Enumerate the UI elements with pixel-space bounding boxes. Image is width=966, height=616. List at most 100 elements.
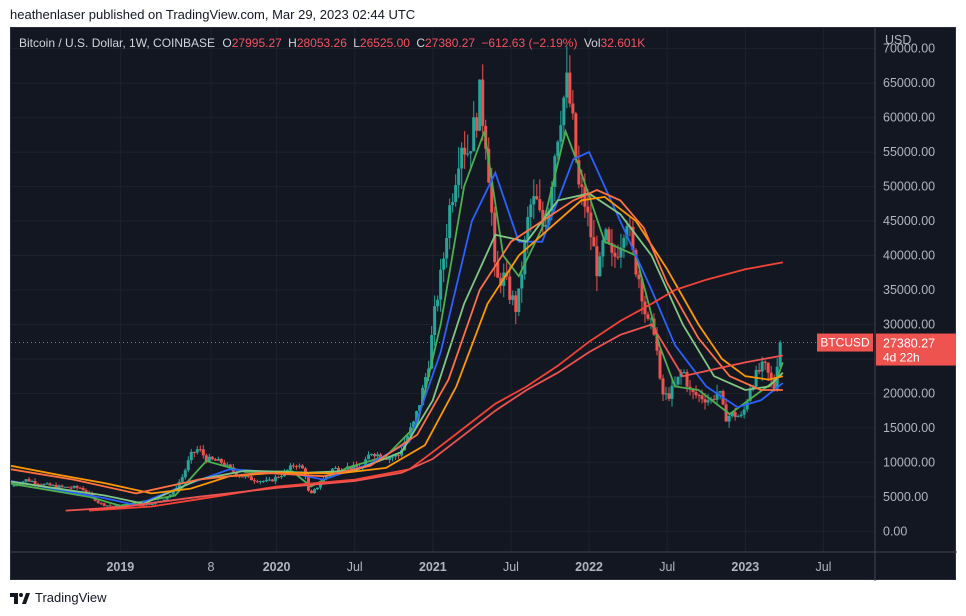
candle-body xyxy=(697,395,701,397)
candle-body xyxy=(367,454,371,460)
candle-body xyxy=(631,226,635,251)
candle-body xyxy=(162,499,166,501)
y-tick-label: 70000.00 xyxy=(883,42,935,56)
x-tick-label: Jul xyxy=(815,560,831,574)
x-tick-label: 8 xyxy=(208,560,215,574)
candle-body xyxy=(385,458,389,460)
candle-body xyxy=(75,486,79,488)
candle-body xyxy=(460,147,464,169)
candle-body xyxy=(607,229,611,243)
candle-body xyxy=(186,460,190,471)
candle-body xyxy=(42,484,46,486)
candle-body xyxy=(57,485,61,488)
x-tick-label: 2020 xyxy=(263,560,291,574)
candle-body xyxy=(439,269,443,300)
candle-body xyxy=(685,372,689,387)
candle-body xyxy=(294,466,298,468)
candle-body xyxy=(267,479,271,481)
candle-body xyxy=(264,479,268,481)
last-price-tag xyxy=(876,333,956,366)
candle-body xyxy=(54,485,58,488)
candle-body xyxy=(376,454,380,457)
candle-body xyxy=(742,409,746,415)
candle-body xyxy=(99,502,103,504)
moving-average-line-7 xyxy=(65,323,783,512)
candle-body xyxy=(661,378,665,395)
candle-body xyxy=(252,480,256,482)
y-tick-label: 20000.00 xyxy=(883,386,935,400)
candle-body xyxy=(291,465,295,467)
y-tick-label: 30000.00 xyxy=(883,317,935,331)
candle-body xyxy=(571,103,575,114)
candle-body xyxy=(33,481,37,484)
candle-body xyxy=(60,485,64,487)
moving-average-line-1 xyxy=(11,128,784,507)
candle-body xyxy=(763,361,767,363)
candle-body xyxy=(442,258,446,270)
candle-body xyxy=(337,467,341,471)
candle-body xyxy=(276,476,280,478)
price-chart[interactable]: 70000.00 65000.00 60000.00 55000.00 50000.00… xyxy=(11,28,957,581)
candle-body xyxy=(391,456,395,458)
symbol-tag-label: BTCUSD xyxy=(820,336,870,350)
candle-body xyxy=(165,497,169,500)
candle-body xyxy=(111,506,115,508)
candle-body xyxy=(637,274,641,280)
candle-body xyxy=(625,226,629,238)
chart-frame[interactable]: 70000.00 65000.00 60000.00 55000.00 50000.00… xyxy=(10,27,957,581)
tradingview-logo[interactable]: TradingView xyxy=(10,590,107,605)
candle-body xyxy=(457,168,461,186)
candle-body xyxy=(766,362,770,373)
candle-body xyxy=(601,240,605,257)
candle-body xyxy=(81,488,85,491)
candle-body xyxy=(258,481,262,483)
volume-value: 32.601K xyxy=(600,36,646,50)
candle-body xyxy=(30,481,34,483)
candle-body xyxy=(114,505,118,507)
candle-body xyxy=(748,389,752,401)
candle-body xyxy=(733,412,737,417)
candle-body xyxy=(529,204,533,218)
candle-body xyxy=(751,386,755,390)
candle-body xyxy=(36,483,40,485)
candle-body xyxy=(586,206,590,213)
candle-body xyxy=(433,306,437,336)
candle-body xyxy=(333,467,337,469)
candle-body xyxy=(171,490,175,495)
candle-body xyxy=(778,342,782,367)
candle-body xyxy=(610,242,614,253)
x-tick-label: Jul xyxy=(659,560,675,574)
candle-body xyxy=(622,237,626,248)
candle-body xyxy=(682,372,686,374)
candle-body xyxy=(45,483,49,485)
candle-body xyxy=(204,455,208,462)
candle-body xyxy=(183,470,187,478)
candle-body xyxy=(48,483,52,486)
candle-body xyxy=(508,276,512,300)
candle-body xyxy=(544,224,548,227)
candle-body xyxy=(553,156,557,187)
candle-body xyxy=(39,484,43,486)
candle-body xyxy=(412,421,416,428)
candle-body xyxy=(619,247,623,258)
candle-body xyxy=(84,490,88,493)
candle-body xyxy=(739,414,743,417)
candle-body xyxy=(634,250,638,275)
candle-body xyxy=(243,476,247,478)
candle-body xyxy=(78,487,82,489)
candle-body xyxy=(604,229,608,241)
candle-body xyxy=(318,483,322,488)
y-tick-label: 55000.00 xyxy=(883,145,935,159)
candle-body xyxy=(556,141,560,157)
candle-body xyxy=(511,295,515,300)
candle-body xyxy=(532,196,536,205)
candle-body xyxy=(279,475,283,478)
candle-body xyxy=(592,237,596,247)
x-tick-label: 2019 xyxy=(106,560,134,574)
candle-body xyxy=(63,486,67,488)
x-tick-label: 2021 xyxy=(419,560,447,574)
candle-body xyxy=(769,372,773,380)
candle-body xyxy=(436,299,440,307)
candle-body xyxy=(270,479,274,482)
candle-body xyxy=(691,389,695,393)
